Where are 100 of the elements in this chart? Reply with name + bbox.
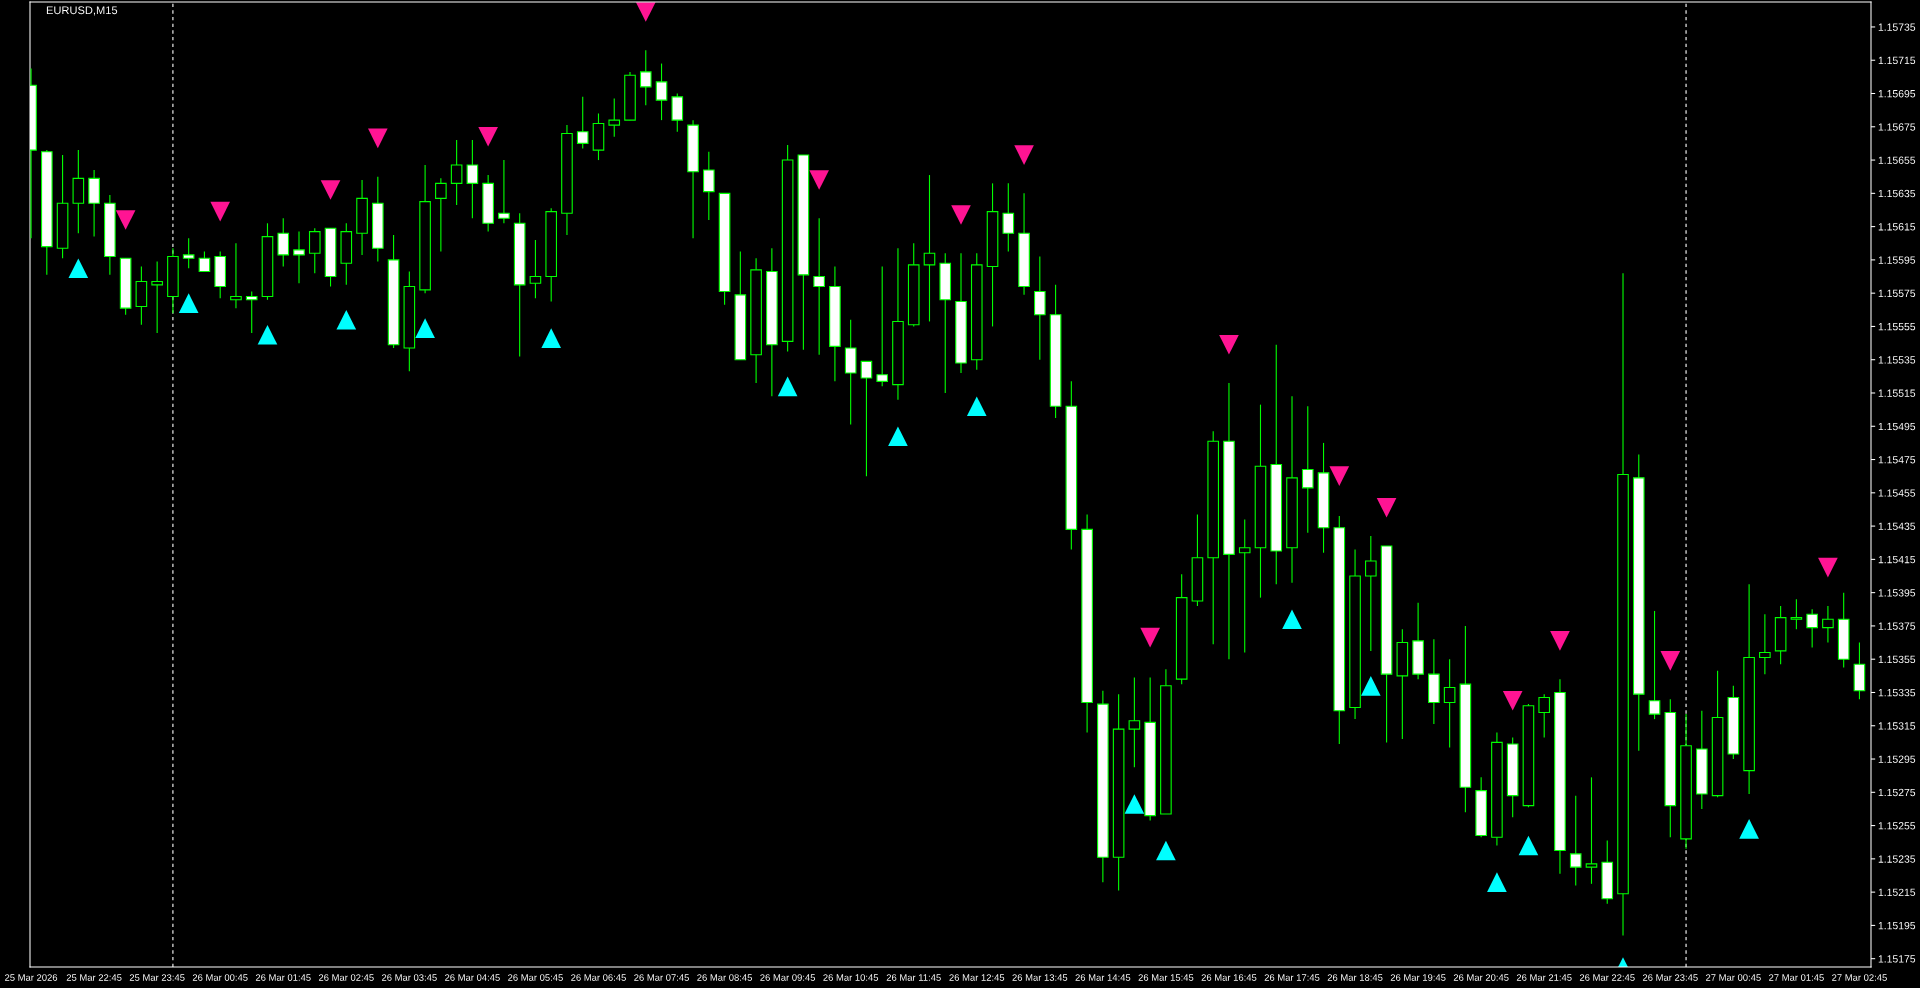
y-tick-label: 1.15595 bbox=[1878, 256, 1916, 264]
y-tick-label: 1.15515 bbox=[1878, 389, 1916, 397]
x-tick-label: 26 Mar 05:45 bbox=[508, 974, 563, 981]
point bbox=[1219, 334, 1239, 355]
point bbox=[1361, 676, 1381, 696]
point bbox=[367, 128, 388, 149]
point bbox=[320, 180, 341, 200]
candlestick bbox=[1238, 518, 1251, 654]
chart-title: EURUSD,M15 bbox=[46, 6, 118, 16]
x-tick-label: 26 Mar 06:45 bbox=[571, 974, 626, 981]
candlestick bbox=[1822, 605, 1834, 644]
candlestick bbox=[655, 63, 668, 121]
candlestick bbox=[576, 96, 589, 149]
candlestick bbox=[151, 260, 163, 334]
point bbox=[115, 210, 136, 230]
y-tick-label: 1.15295 bbox=[1878, 755, 1916, 763]
y-tick-label: 1.15255 bbox=[1878, 822, 1916, 830]
point bbox=[951, 205, 971, 225]
point bbox=[1376, 497, 1397, 518]
point bbox=[1502, 690, 1523, 711]
y-tick-label: 1.15175 bbox=[1878, 955, 1916, 963]
point bbox=[809, 170, 829, 190]
x-tick-label: 25 Mar 22:45 bbox=[66, 974, 122, 981]
point bbox=[966, 396, 987, 417]
candlestick bbox=[308, 227, 321, 274]
point bbox=[1329, 466, 1350, 486]
x-tick-label: 26 Mar 18:45 bbox=[1327, 974, 1383, 981]
y-tick-label: 1.15415 bbox=[1878, 555, 1916, 564]
x-tick-label: 26 Mar 00:45 bbox=[192, 974, 248, 981]
x-tick-label: 27 Mar 01:45 bbox=[1769, 974, 1824, 981]
candlestick bbox=[1002, 182, 1015, 253]
y-tick-label: 1.15715 bbox=[1878, 56, 1916, 65]
point bbox=[1156, 840, 1176, 861]
point bbox=[1282, 609, 1302, 630]
x-tick-label: 27 Mar 02:45 bbox=[1832, 974, 1887, 981]
y-tick-label: 1.15235 bbox=[1878, 855, 1916, 863]
y-tick-label: 1.15335 bbox=[1878, 688, 1916, 697]
x-tick-label: 25 Mar 2026 bbox=[5, 974, 58, 981]
candlestick bbox=[1538, 693, 1551, 738]
y-tick-label: 1.15575 bbox=[1878, 289, 1916, 298]
point bbox=[1518, 835, 1539, 856]
candlestick bbox=[1365, 535, 1377, 652]
x-tick-label: 26 Mar 14:45 bbox=[1075, 974, 1131, 981]
x-tick-label: 26 Mar 07:45 bbox=[634, 974, 689, 981]
candlestick bbox=[529, 239, 542, 299]
y-tick-label: 1.15315 bbox=[1878, 722, 1916, 730]
x-tick-label: 26 Mar 11:45 bbox=[886, 974, 941, 981]
y-tick-label: 1.15195 bbox=[1878, 921, 1916, 930]
point bbox=[478, 126, 498, 147]
candlestick bbox=[1759, 613, 1771, 675]
y-tick-label: 1.15215 bbox=[1878, 888, 1916, 897]
x-tick-label: 26 Mar 15:45 bbox=[1138, 974, 1194, 981]
point bbox=[68, 258, 89, 279]
candlestick bbox=[230, 242, 242, 309]
point bbox=[336, 309, 357, 330]
point bbox=[888, 426, 908, 447]
candlestick bbox=[498, 159, 510, 224]
candlestick bbox=[1648, 610, 1661, 720]
candlestick bbox=[277, 217, 290, 268]
x-tick-label: 27 Mar 00:45 bbox=[1706, 974, 1761, 981]
candlestick bbox=[435, 177, 447, 253]
y-tick-label: 1.15275 bbox=[1878, 788, 1916, 797]
x-tick-label: 26 Mar 16:45 bbox=[1201, 974, 1257, 981]
candlestick bbox=[813, 217, 825, 356]
point bbox=[777, 376, 798, 397]
x-tick-label: 26 Mar 03:45 bbox=[381, 974, 437, 981]
candlestick bbox=[1790, 598, 1803, 630]
point bbox=[1739, 819, 1759, 839]
point bbox=[1487, 872, 1507, 892]
candlestick bbox=[245, 290, 258, 334]
y-tick-label: 1.15355 bbox=[1878, 655, 1916, 664]
point bbox=[1550, 631, 1570, 651]
x-tick-label: 26 Mar 10:45 bbox=[823, 974, 879, 981]
x-tick-label: 26 Mar 08:45 bbox=[697, 974, 753, 981]
point bbox=[415, 318, 435, 338]
y-tick-label: 1.15475 bbox=[1878, 456, 1916, 464]
y-tick-label: 1.15735 bbox=[1878, 23, 1916, 31]
y-tick-label: 1.15535 bbox=[1878, 356, 1916, 364]
y-tick-label: 1.15655 bbox=[1878, 156, 1916, 164]
point bbox=[541, 328, 562, 348]
point bbox=[1014, 145, 1034, 165]
y-tick-label: 1.15675 bbox=[1878, 123, 1916, 131]
x-tick-label: 26 Mar 02:45 bbox=[318, 974, 374, 981]
point bbox=[1140, 627, 1160, 648]
y-tick-label: 1.15555 bbox=[1878, 323, 1916, 331]
candlestick bbox=[703, 151, 715, 221]
candlestick bbox=[639, 49, 652, 106]
candlestick bbox=[450, 139, 463, 206]
point bbox=[1818, 557, 1838, 578]
y-tick-label: 1.15695 bbox=[1878, 90, 1916, 98]
y-tick-label: 1.15615 bbox=[1878, 223, 1916, 231]
candlestick bbox=[466, 139, 479, 219]
candlestick bbox=[1569, 795, 1582, 887]
y-tick-label: 1.15435 bbox=[1878, 522, 1916, 530]
x-tick-label: 26 Mar 04:45 bbox=[445, 974, 500, 981]
point bbox=[210, 201, 231, 222]
candlestick bbox=[608, 97, 621, 138]
x-tick-label: 26 Mar 01:45 bbox=[255, 974, 311, 981]
x-tick-label: 26 Mar 23:45 bbox=[1642, 974, 1698, 981]
y-tick-label: 1.15495 bbox=[1878, 422, 1916, 431]
